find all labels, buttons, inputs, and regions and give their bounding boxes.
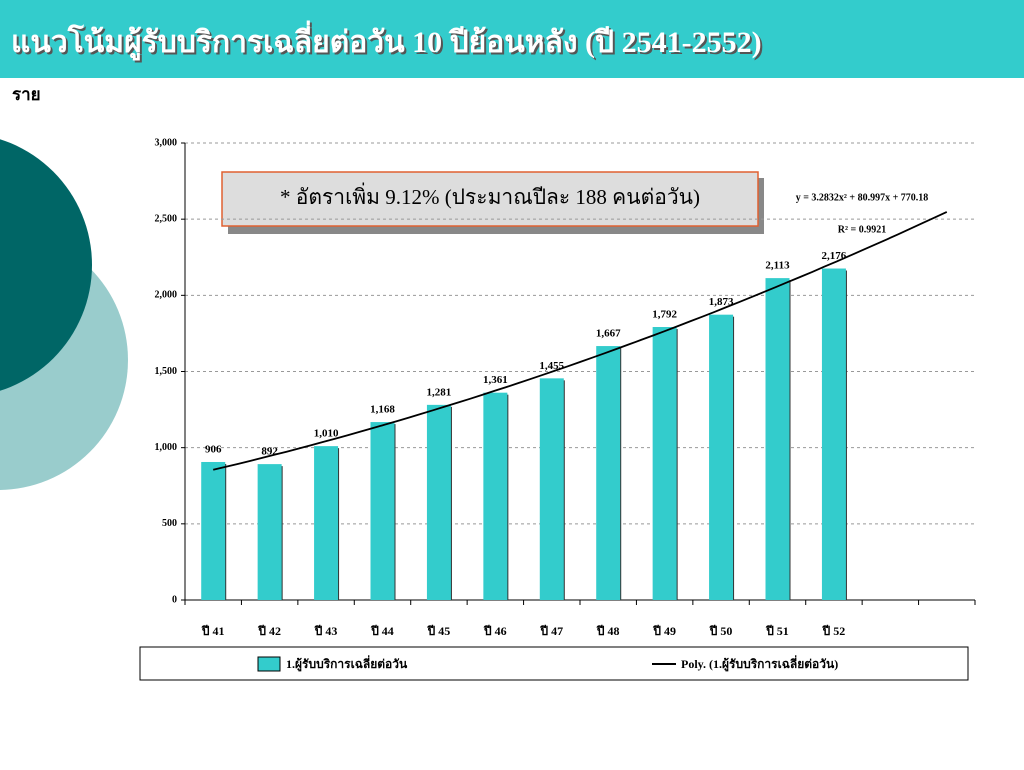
legend-swatch — [257, 656, 281, 672]
x-tick-label: ปี 47 — [540, 624, 563, 638]
y-tick-label: 0 — [172, 594, 177, 605]
bar — [201, 461, 226, 600]
x-tick-label: ปี 49 — [653, 624, 676, 638]
bar — [539, 378, 564, 600]
x-tick-label: ปี 45 — [427, 624, 450, 638]
bar — [483, 392, 508, 600]
annotation-box — [221, 171, 759, 227]
value-label: 1,281 — [427, 386, 452, 398]
y-axis-label: ราย — [12, 85, 41, 104]
value-label: 1,168 — [370, 404, 395, 416]
y-tick-label: 2,500 — [155, 213, 178, 224]
x-tick-label: ปี 52 — [822, 624, 845, 638]
y-tick-label: 3,000 — [155, 137, 178, 148]
value-label: 1,361 — [483, 374, 508, 386]
trend-r-squared: R² = 0.9921 — [838, 224, 886, 235]
value-label: 1,010 — [314, 428, 339, 440]
bar — [709, 314, 734, 600]
y-tick-label: 500 — [162, 518, 177, 529]
x-tick-label: ปี 51 — [766, 624, 789, 638]
bar — [652, 327, 677, 600]
trend-equation: y = 3.2832x² + 80.997x + 770.18 — [796, 192, 929, 203]
value-label: 1,873 — [709, 296, 734, 308]
x-tick-label: ปี 43 — [314, 624, 337, 638]
annotation: * อัตราเพิ่ม 9.12% (ประมาณปีละ 188 คนต่อ… — [280, 182, 700, 209]
value-label: 2,113 — [765, 260, 790, 272]
decor-circle — [0, 139, 92, 391]
y-tick-label: 1,500 — [155, 366, 178, 377]
bar — [314, 446, 339, 600]
x-tick-label: ปี 42 — [258, 624, 281, 638]
title: แนวโน้มผู้รับบริการเฉลี่ยต่อวัน 10 ปีย้อ… — [11, 20, 762, 61]
y-tick-label: 2,000 — [155, 290, 178, 301]
bar — [596, 346, 621, 600]
x-tick-label: ปี 48 — [596, 624, 619, 638]
y-tick-label: 1,000 — [155, 442, 178, 453]
bar — [821, 268, 846, 600]
bar — [426, 404, 451, 600]
bar — [370, 422, 395, 600]
legend-label: Poly. (1.ผู้รับบริการเฉลี่ยต่อวัน) — [681, 655, 838, 672]
x-tick-label: ปี 46 — [483, 624, 506, 638]
value-label: 1,667 — [596, 328, 621, 340]
bar — [765, 278, 790, 600]
title-shadow: แนวโน้มผู้รับบริการเฉลี่ยต่อวัน 10 ปีย้อ… — [13, 22, 764, 63]
x-tick-label: ปี 41 — [201, 624, 224, 638]
value-label: 1,792 — [652, 309, 677, 321]
trend-line — [212, 211, 948, 471]
x-tick-label: ปี 50 — [709, 624, 732, 638]
header-bar — [0, 0, 1024, 78]
value-label: 1,455 — [539, 360, 564, 372]
value-label: 906 — [205, 444, 222, 456]
legend-box — [139, 646, 969, 681]
value-label: 2,176 — [822, 250, 847, 262]
x-tick-label: ปี 44 — [371, 624, 394, 638]
bar — [257, 464, 282, 600]
legend-label: 1.ผู้รับบริการเฉลี่ยต่อวัน — [286, 655, 408, 672]
